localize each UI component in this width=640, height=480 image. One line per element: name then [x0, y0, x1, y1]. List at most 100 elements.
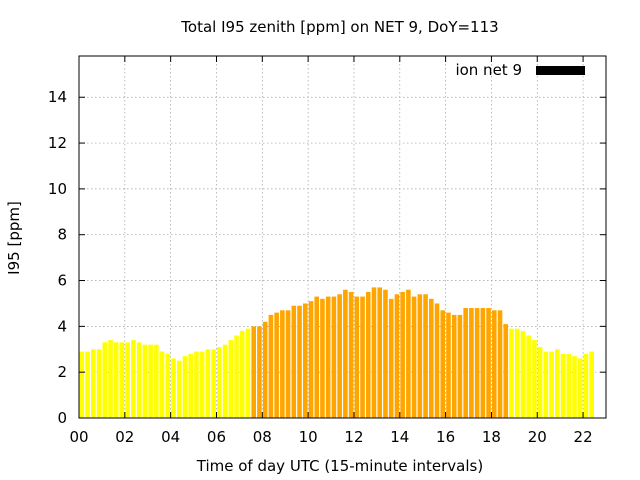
y-tick-label: 12 [48, 134, 67, 152]
bar [555, 349, 560, 418]
x-tick-label: 02 [115, 428, 134, 446]
bar [91, 349, 96, 418]
bar [188, 353, 193, 418]
x-tick-label: 14 [390, 428, 409, 446]
y-tick-label: 4 [57, 317, 67, 335]
bar [205, 349, 211, 418]
bar [79, 351, 85, 418]
bar [308, 301, 314, 418]
bar [537, 346, 543, 418]
bar [474, 308, 480, 418]
bar [406, 289, 411, 418]
bar [549, 351, 554, 418]
bar [572, 356, 577, 418]
bar [176, 360, 182, 418]
bar [211, 349, 216, 418]
bar [148, 344, 153, 418]
bars [79, 287, 594, 418]
bar [543, 351, 549, 418]
bar [520, 330, 526, 418]
bar [102, 342, 108, 418]
bar [526, 335, 531, 418]
bar [245, 328, 251, 418]
bar [583, 353, 589, 418]
bar [514, 328, 520, 418]
legend-label: ion net 9 [455, 61, 522, 79]
bar [354, 296, 360, 418]
y-axis-label: I95 [ppm] [5, 201, 23, 275]
bar [589, 351, 594, 418]
bar [434, 303, 440, 418]
grid-lines [79, 56, 606, 418]
bar [365, 291, 371, 418]
x-tick-label: 18 [482, 428, 501, 446]
bar [154, 344, 159, 418]
bar [486, 308, 491, 418]
bar [383, 289, 388, 418]
bar [503, 324, 509, 418]
y-tick-label: 2 [57, 363, 67, 381]
bar [159, 351, 165, 418]
bar [566, 353, 572, 418]
x-tick-label: 08 [253, 428, 272, 446]
bar [182, 356, 188, 418]
bar [302, 303, 308, 418]
bar [325, 296, 331, 418]
bar [343, 289, 348, 418]
bar [136, 342, 142, 418]
bar [274, 312, 279, 418]
bar [217, 346, 222, 418]
bar [222, 344, 228, 418]
bar [142, 344, 148, 418]
bar [251, 326, 257, 418]
legend: ion net 9 [455, 61, 585, 79]
bar [492, 310, 497, 418]
x-tick-label: 10 [299, 428, 318, 446]
x-tick-label: 22 [574, 428, 593, 446]
x-tick-label: 12 [344, 428, 363, 446]
plot-frame [78, 55, 607, 419]
bar [337, 294, 342, 418]
bar [165, 353, 171, 418]
y-tick-label: 6 [57, 272, 67, 290]
bar [577, 358, 583, 418]
bar [509, 328, 514, 418]
bar [194, 351, 199, 418]
bar [463, 308, 468, 418]
bar [457, 314, 463, 418]
bar [85, 351, 90, 418]
bar [280, 310, 285, 418]
bar [228, 340, 234, 418]
bar [234, 335, 239, 418]
bar [417, 294, 423, 418]
bar [331, 296, 337, 418]
bar [423, 294, 428, 418]
bar [394, 294, 400, 418]
bar [469, 308, 474, 418]
y-tick-label: 0 [57, 409, 67, 427]
x-tick-label: 04 [161, 428, 180, 446]
bar [497, 310, 503, 418]
y-tick-label: 8 [57, 226, 67, 244]
bar [262, 321, 268, 418]
bar [446, 312, 451, 418]
bar [320, 298, 325, 418]
bar [400, 291, 405, 418]
x-tick-label: 06 [207, 428, 226, 446]
bar [377, 287, 383, 418]
bar [314, 296, 320, 418]
legend-swatch [536, 66, 585, 75]
bar [199, 351, 205, 418]
bar [348, 291, 354, 418]
bar [268, 314, 274, 418]
bar [285, 310, 291, 418]
bar [257, 326, 262, 418]
bar [239, 330, 245, 418]
y-tick-label: 14 [48, 88, 67, 106]
x-tick-label: 16 [436, 428, 455, 446]
bar [440, 310, 446, 418]
x-tick-label: 00 [69, 428, 88, 446]
bar [411, 296, 417, 418]
bar [96, 349, 102, 418]
